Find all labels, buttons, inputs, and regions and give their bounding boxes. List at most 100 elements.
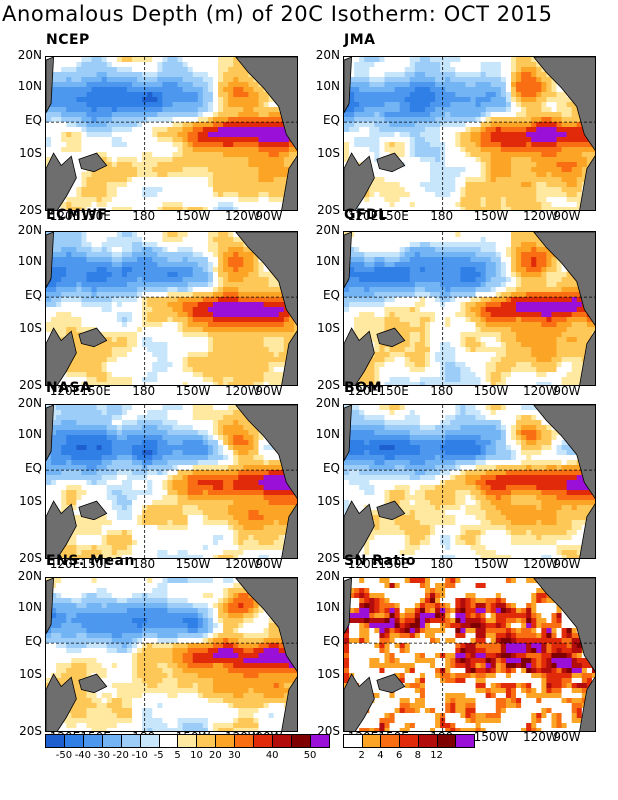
heatmap-cell [541, 102, 547, 108]
heatmap-cell [96, 307, 103, 313]
heatmap-cell [51, 237, 57, 243]
heatmap-cell [182, 352, 189, 358]
heatmap-cell [147, 362, 153, 368]
heatmap-cell [556, 117, 563, 123]
heatmap-cell [66, 57, 72, 63]
heatmap-cell [364, 257, 370, 263]
heatmap-cell [202, 117, 209, 123]
heatmap-cell [86, 367, 93, 373]
heatmap-cell [111, 287, 118, 293]
heatmap-cell [66, 97, 72, 103]
heatmap-cell [116, 157, 123, 163]
heatmap-cell [197, 337, 204, 343]
heatmap-cell [510, 82, 517, 88]
heatmap-cell [465, 157, 472, 163]
heatmap-cell [177, 372, 184, 378]
heatmap-cell [116, 377, 123, 383]
heatmap-cell [233, 257, 239, 263]
heatmap-cell [263, 382, 270, 385]
heatmap-cell [500, 77, 507, 83]
heatmap-cell [76, 202, 83, 208]
heatmap-cell [177, 237, 184, 243]
heatmap-cell [510, 112, 517, 118]
heatmap-cell [233, 237, 239, 243]
panel-jma: JMA 20N 10N EQ 10S 20S 120E 150E 180 150W 120W 90W [298, 32, 596, 223]
heatmap-cell [480, 172, 487, 178]
heatmap-cell [202, 57, 209, 63]
heatmap-cell [61, 307, 67, 313]
heatmap-cell [364, 67, 370, 73]
heatmap-cell [61, 332, 67, 338]
heatmap-cell [288, 152, 295, 158]
heatmap-cell [273, 172, 280, 178]
heatmap-cell [157, 122, 163, 128]
heatmap-cell [61, 117, 67, 123]
heatmap-cell [137, 257, 143, 263]
heatmap-cell [516, 157, 522, 163]
heatmap-cell [243, 167, 249, 173]
heatmap-cell [364, 152, 370, 158]
heatmap-cell [248, 372, 255, 378]
heatmap-cell [258, 142, 265, 148]
heatmap-cell [56, 207, 62, 210]
heatmap-cell [369, 192, 375, 198]
heatmap-cell [167, 352, 174, 358]
heatmap-cell [172, 77, 179, 83]
heatmap-cell [126, 257, 133, 263]
heatmap-cell [86, 87, 93, 93]
heatmap-cell [76, 122, 83, 128]
heatmap-cell [157, 262, 163, 268]
heatmap-cell [490, 252, 497, 258]
heatmap-cell [207, 102, 214, 108]
heatmap-cell [61, 92, 67, 98]
heatmap-cell [162, 377, 169, 383]
heatmap-cell [470, 237, 477, 243]
heatmap-cell [207, 267, 214, 273]
heatmap-cell [212, 127, 219, 133]
heatmap-cell [505, 67, 512, 73]
heatmap-cell [197, 242, 204, 248]
heatmap-cell [111, 122, 118, 128]
heatmap-cell [399, 137, 406, 143]
heatmap-cell [228, 62, 234, 68]
heatmap-cell [182, 302, 189, 308]
heatmap-cell [485, 77, 492, 83]
heatmap-cell [233, 297, 239, 303]
heatmap-cell [96, 367, 103, 373]
heatmap-cell [126, 372, 133, 378]
heatmap-cell [445, 197, 451, 203]
heatmap-cell [96, 92, 103, 98]
heatmap-cell [248, 117, 255, 123]
heatmap-cell [238, 197, 244, 203]
heatmap-cell [419, 152, 426, 158]
heatmap-cell [526, 147, 532, 153]
heatmap-cell [556, 187, 563, 193]
heatmap-cell [283, 342, 290, 348]
heatmap-cell [152, 297, 158, 303]
heatmap-cell [106, 92, 113, 98]
heatmap-cell [132, 127, 138, 133]
heatmap-cell [485, 57, 492, 63]
heatmap-cell [404, 237, 411, 243]
heatmap-cell [389, 237, 396, 243]
heatmap-cell [132, 267, 138, 273]
heatmap-cell [379, 152, 386, 158]
heatmap-cell [111, 177, 118, 183]
heatmap-cell [172, 297, 179, 303]
heatmap-cell [218, 177, 224, 183]
heatmap-cell [253, 137, 260, 143]
heatmap-cell [106, 337, 113, 343]
heatmap-cell [106, 202, 113, 208]
heatmap-cell [202, 157, 209, 163]
heatmap-cell [126, 107, 133, 113]
heatmap-cell [258, 102, 265, 108]
heatmap-cell [591, 152, 595, 158]
heatmap-cell [223, 282, 229, 288]
heatmap-cell [132, 162, 138, 168]
heatmap-cell [71, 302, 77, 308]
heatmap-cell [147, 162, 153, 168]
heatmap-cell [111, 382, 118, 385]
heatmap-cell [106, 152, 113, 158]
heatmap-cell [233, 97, 239, 103]
heatmap-cell [111, 242, 118, 248]
